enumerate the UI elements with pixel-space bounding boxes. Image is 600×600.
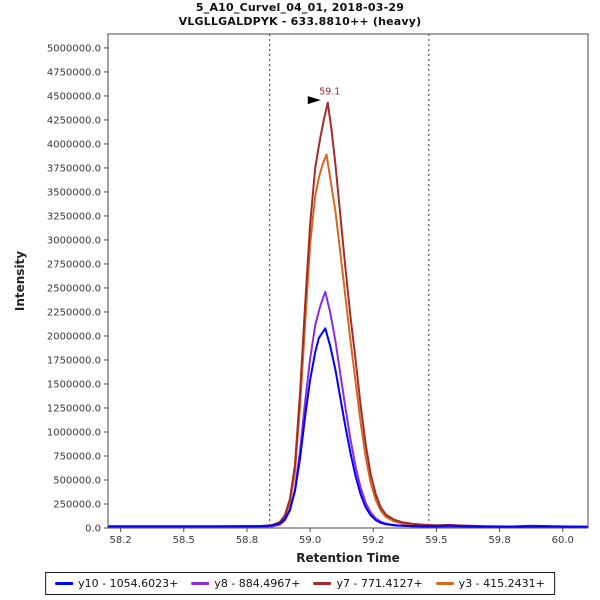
y-tick-label: 2500000.0 bbox=[47, 283, 101, 294]
x-tick-label: 58.2 bbox=[109, 535, 131, 546]
x-tick-label: 59.2 bbox=[362, 535, 384, 546]
y-tick-label: 500000.0 bbox=[53, 475, 101, 486]
series-y10[interactable] bbox=[108, 327, 588, 528]
x-tick-label: 60.0 bbox=[552, 535, 574, 546]
y-tick-label: 3500000.0 bbox=[47, 187, 101, 198]
legend-item-y3: y3 - 415.2431+ bbox=[435, 577, 545, 590]
x-tick-label: 58.5 bbox=[173, 535, 195, 546]
best-peak-arrow-icon[interactable] bbox=[307, 96, 321, 105]
legend-line-swatch bbox=[191, 582, 210, 585]
series-group bbox=[108, 101, 588, 528]
legend: y10 - 1054.6023+ y8 - 884.4967+ y7 - 771.4… bbox=[45, 572, 555, 595]
y-tick-label: 3750000.0 bbox=[47, 163, 101, 174]
y-tick-label: 4000000.0 bbox=[47, 139, 101, 150]
y-axis-title: Intensity bbox=[13, 250, 27, 312]
y-tick-label: 1250000.0 bbox=[47, 403, 101, 414]
x-axis-title: Retention Time bbox=[296, 551, 400, 565]
x-axis-ticks: 58.2 58.5 58.8 59.0 59.2 59.5 59.8 60.0 bbox=[109, 528, 574, 546]
x-tick-label: 58.8 bbox=[236, 535, 258, 546]
y-tick-label: 4750000.0 bbox=[47, 67, 101, 78]
legend-line-swatch bbox=[435, 582, 454, 585]
peak-rt-label[interactable]: 59.1 bbox=[319, 87, 340, 98]
y-tick-label: 0.0 bbox=[85, 524, 101, 535]
y-tick-label: 3250000.0 bbox=[47, 211, 101, 222]
plot-frame bbox=[107, 33, 589, 529]
y-tick-label: 1000000.0 bbox=[47, 427, 101, 438]
x-tick-label: 59.0 bbox=[299, 535, 321, 546]
legend-item-y7: y7 - 771.4127+ bbox=[313, 577, 423, 590]
series-y3[interactable] bbox=[108, 153, 588, 528]
chart-title: 5_A10_Curvel_04_01, 2018-03-29 bbox=[195, 1, 405, 14]
y-tick-label: 5000000.0 bbox=[47, 43, 101, 54]
chart-subtitle: VLGLLGALDPYK - 633.8810++ (heavy) bbox=[178, 15, 422, 28]
y-tick-label: 2250000.0 bbox=[47, 307, 101, 318]
legend-line-swatch bbox=[55, 582, 74, 585]
y-tick-label: 750000.0 bbox=[53, 451, 101, 462]
legend-label: y7 - 771.4127+ bbox=[336, 577, 423, 590]
legend-label: y10 - 1054.6023+ bbox=[78, 577, 179, 590]
legend-label: y8 - 884.4967+ bbox=[214, 577, 301, 590]
y-tick-label: 2750000.0 bbox=[47, 259, 101, 270]
x-tick-label: 59.8 bbox=[488, 535, 510, 546]
legend-label: y3 - 415.2431+ bbox=[458, 577, 545, 590]
legend-line-swatch bbox=[313, 582, 332, 585]
y-tick-label: 3000000.0 bbox=[47, 235, 101, 246]
y-tick-label: 1750000.0 bbox=[47, 355, 101, 366]
y-tick-label: 1500000.0 bbox=[47, 379, 101, 390]
legend-item-y10: y10 - 1054.6023+ bbox=[55, 577, 178, 590]
y-axis-ticks: 0.0 250000.0 500000.0 750000.0 1000000.0 1250… bbox=[47, 43, 108, 535]
x-tick-label: 59.5 bbox=[425, 535, 447, 546]
legend-item-y8: y8 - 884.4967+ bbox=[191, 577, 300, 590]
y-tick-label: 4250000.0 bbox=[47, 115, 101, 126]
y-tick-label: 2000000.0 bbox=[47, 331, 101, 342]
y-tick-label: 4500000.0 bbox=[47, 91, 101, 102]
y-tick-label: 250000.0 bbox=[53, 499, 101, 510]
